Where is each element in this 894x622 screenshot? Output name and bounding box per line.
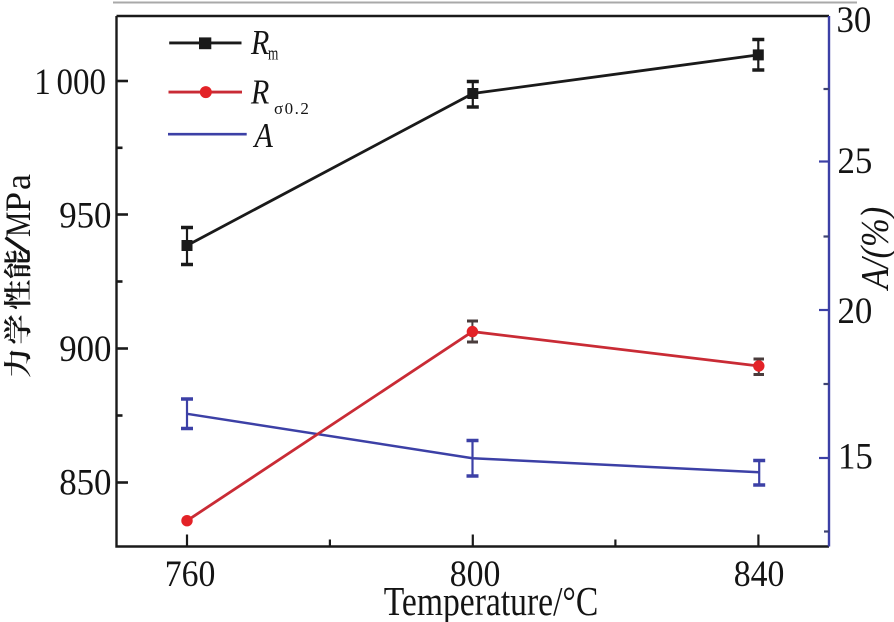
svg-text:30: 30 — [837, 0, 872, 40]
svg-text:25: 25 — [838, 140, 873, 181]
svg-text:m: m — [268, 42, 279, 64]
svg-text:R: R — [250, 23, 269, 61]
svg-text:P: P — [0, 192, 38, 212]
svg-text:a: a — [0, 174, 38, 190]
svg-text:Temperature/°C: Temperature/°C — [384, 580, 599, 622]
svg-text:800: 800 — [450, 552, 501, 594]
svg-text:900: 900 — [59, 328, 111, 369]
svg-text:A/(%): A/(%) — [853, 207, 894, 292]
svg-text:20: 20 — [838, 290, 873, 331]
svg-text:R: R — [250, 73, 269, 111]
svg-text:950: 950 — [59, 194, 111, 235]
svg-text:760: 760 — [165, 552, 216, 594]
svg-text:A: A — [253, 116, 273, 154]
svg-text:840: 840 — [734, 552, 785, 594]
svg-text:M: M — [0, 212, 39, 237]
svg-text:σ0.2: σ0.2 — [274, 99, 310, 118]
svg-text:850: 850 — [59, 461, 111, 502]
svg-text:15: 15 — [838, 435, 873, 476]
